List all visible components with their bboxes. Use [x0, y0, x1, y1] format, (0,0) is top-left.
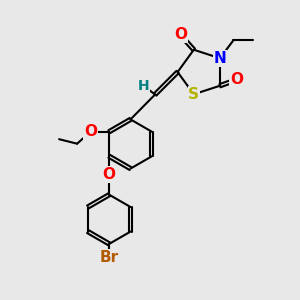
Text: H: H [137, 79, 149, 92]
Text: Br: Br [100, 250, 119, 265]
Text: S: S [188, 87, 199, 102]
Text: O: O [103, 167, 116, 182]
Text: O: O [174, 27, 187, 42]
Text: O: O [84, 124, 97, 139]
Text: O: O [230, 72, 243, 87]
Text: N: N [214, 51, 226, 66]
